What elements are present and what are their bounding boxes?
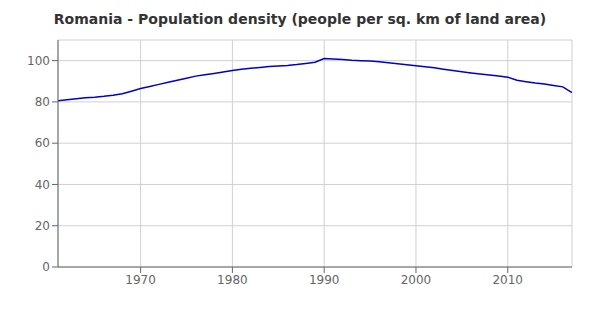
svg-text:1990: 1990 [309, 273, 340, 287]
svg-text:1970: 1970 [125, 273, 156, 287]
svg-text:1980: 1980 [217, 273, 248, 287]
svg-text:60: 60 [35, 136, 50, 150]
svg-text:0: 0 [42, 260, 50, 274]
svg-text:2000: 2000 [401, 273, 432, 287]
svg-text:20: 20 [35, 219, 50, 233]
svg-text:80: 80 [35, 95, 50, 109]
html-text:Romania - Population density (: Romania - Population density (people per… [53, 11, 547, 27]
svg-text:2010: 2010 [492, 273, 523, 287]
svg-text:40: 40 [35, 178, 50, 192]
svg-text:100: 100 [27, 54, 50, 68]
